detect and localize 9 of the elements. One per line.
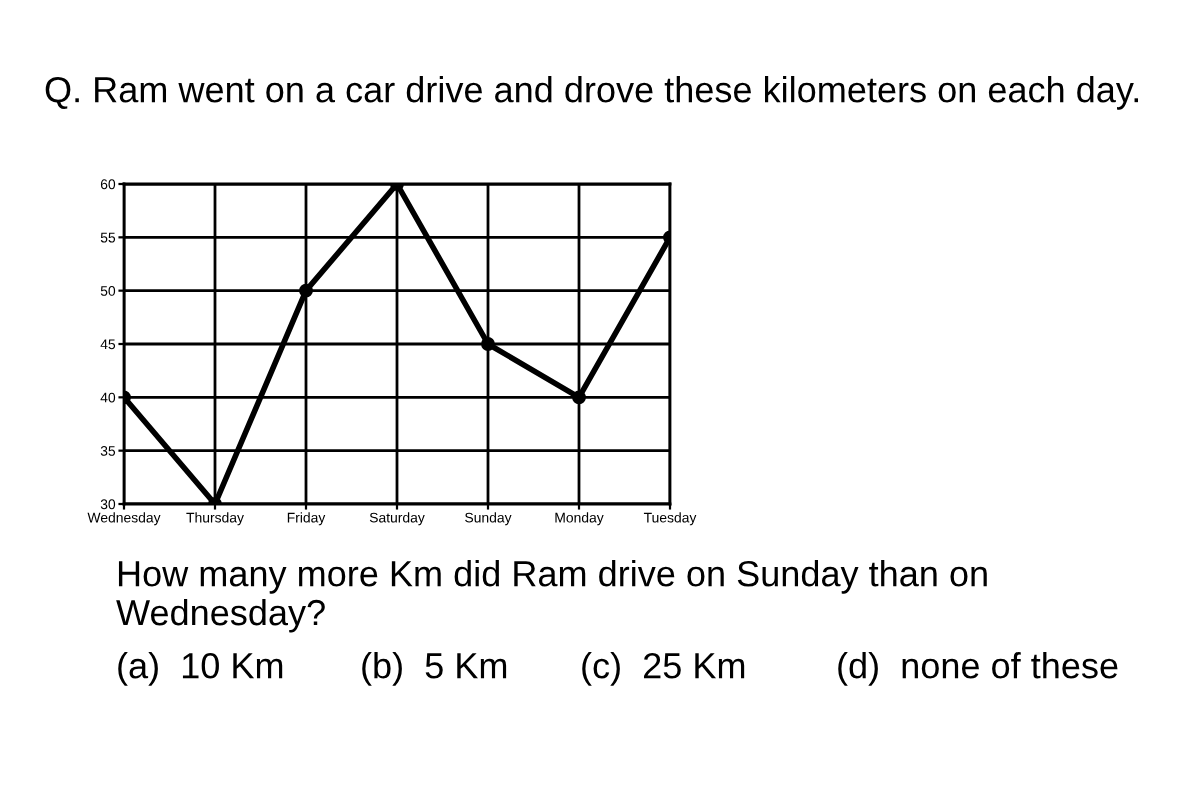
text: How many more Km did Ram drive on Sunday than on Wednesday? [116,560,987,633]
chart-title: Q. Ram went on a car drive and drove these kilometers on each day. [45,76,1138,110]
text: (c) 25 Km [582,652,745,686]
point [481,337,495,351]
point [299,283,313,298]
point [572,390,586,405]
text: (a) 10 Km [118,652,283,686]
text: (b) 5 Km [362,652,507,686]
text: (d) none of these [838,652,1118,686]
